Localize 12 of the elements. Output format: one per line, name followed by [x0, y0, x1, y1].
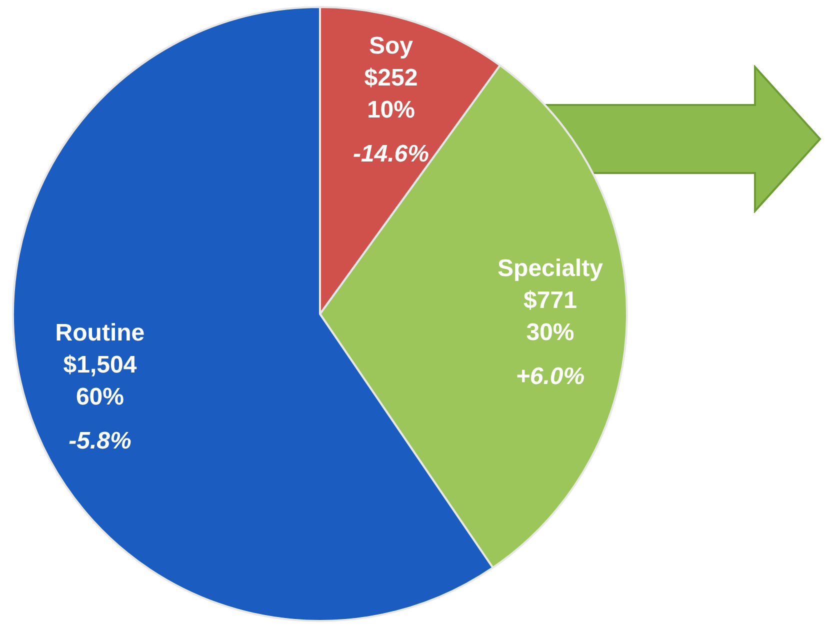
slice-label: Routine	[55, 319, 145, 346]
text: 10%	[366, 96, 415, 124]
text: +6.0%	[516, 362, 585, 390]
text: 30%	[526, 318, 574, 346]
data-label: $252	[364, 64, 418, 92]
data-label: $1,504	[63, 351, 138, 378]
text: -14.6%	[352, 140, 429, 168]
data-label: $771	[524, 286, 577, 314]
slice-label: Soy	[368, 32, 414, 60]
text: -5.8%	[68, 427, 132, 454]
slice-label: Specialty	[498, 254, 604, 282]
text: 60%	[76, 383, 124, 410]
